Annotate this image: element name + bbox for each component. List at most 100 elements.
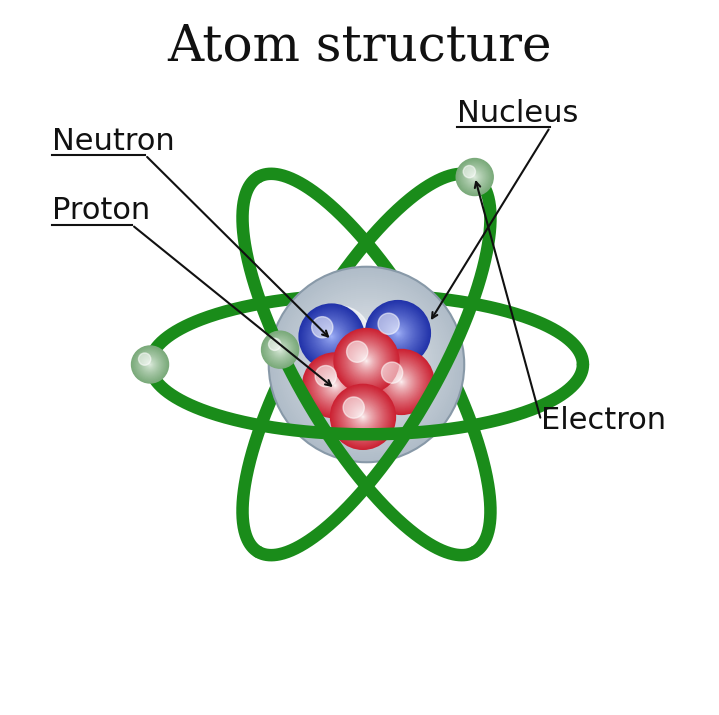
Circle shape [313,364,357,408]
Circle shape [342,396,384,438]
Circle shape [321,371,349,400]
Circle shape [142,356,158,373]
Circle shape [316,314,417,415]
Circle shape [331,335,332,337]
Circle shape [333,383,337,388]
Circle shape [390,325,406,342]
Circle shape [298,296,435,433]
Circle shape [340,394,385,440]
Circle shape [352,346,382,376]
Circle shape [361,415,365,419]
Circle shape [276,346,284,353]
Circle shape [278,277,454,453]
Circle shape [147,363,152,367]
Circle shape [342,395,385,438]
Circle shape [374,310,421,357]
Circle shape [319,317,413,411]
Circle shape [353,351,380,378]
Circle shape [329,327,403,402]
Circle shape [294,292,439,437]
Circle shape [380,360,423,404]
Circle shape [365,300,431,366]
Circle shape [352,405,375,428]
Circle shape [322,327,341,346]
Circle shape [320,325,343,348]
Circle shape [367,302,429,365]
Circle shape [308,306,370,368]
Circle shape [394,375,409,390]
Circle shape [149,363,152,366]
Circle shape [386,367,416,397]
Circle shape [465,168,484,186]
Circle shape [339,393,387,440]
Circle shape [319,324,344,349]
Circle shape [344,338,389,384]
Circle shape [462,164,487,190]
Circle shape [305,355,365,415]
Circle shape [397,332,399,334]
Circle shape [133,347,167,381]
Circle shape [280,278,452,450]
Circle shape [464,167,485,187]
Circle shape [316,320,348,352]
Circle shape [326,331,337,342]
Circle shape [367,302,429,363]
Circle shape [474,177,475,178]
Circle shape [388,324,408,342]
Circle shape [309,360,361,411]
Circle shape [397,378,406,387]
Circle shape [393,328,403,337]
Circle shape [313,319,349,355]
Circle shape [269,267,464,462]
Circle shape [384,319,412,347]
Circle shape [311,316,352,358]
Circle shape [468,170,482,184]
Circle shape [346,400,380,434]
Circle shape [286,285,446,445]
Circle shape [377,358,426,407]
Circle shape [140,355,160,375]
Circle shape [342,336,391,385]
Circle shape [343,341,390,388]
Circle shape [365,363,368,367]
Circle shape [396,331,400,335]
Circle shape [327,378,343,393]
Circle shape [300,298,433,431]
Circle shape [307,312,356,361]
Circle shape [302,352,368,418]
Circle shape [327,332,336,341]
Circle shape [392,373,411,391]
Circle shape [354,352,378,376]
Circle shape [332,383,338,388]
Circle shape [460,162,490,192]
Circle shape [303,353,367,418]
Circle shape [347,400,379,433]
Circle shape [364,358,370,364]
Circle shape [339,337,394,392]
Circle shape [464,167,485,188]
Circle shape [349,343,385,379]
Circle shape [267,337,293,363]
Circle shape [330,335,334,338]
Circle shape [365,359,368,363]
Circle shape [334,388,393,446]
Circle shape [372,307,423,359]
Circle shape [352,406,373,428]
Circle shape [279,349,281,350]
Circle shape [139,353,151,365]
Circle shape [333,331,400,398]
Circle shape [316,367,354,405]
Circle shape [369,304,427,363]
Circle shape [268,338,292,361]
Circle shape [311,362,359,409]
Circle shape [330,380,340,390]
Circle shape [371,352,431,413]
Circle shape [136,350,164,378]
Circle shape [275,272,459,456]
Circle shape [304,354,367,417]
Circle shape [378,313,418,353]
Circle shape [270,339,290,360]
Circle shape [359,353,374,368]
Circle shape [336,390,390,444]
Circle shape [274,343,286,356]
